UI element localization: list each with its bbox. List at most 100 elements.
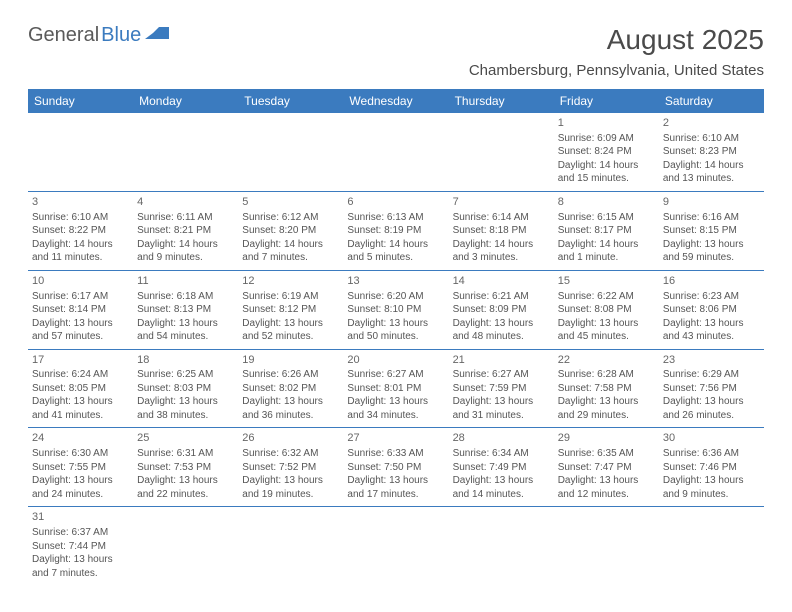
calendar-day-cell: 10Sunrise: 6:17 AMSunset: 8:14 PMDayligh… [28,270,133,349]
calendar-week-row: 24Sunrise: 6:30 AMSunset: 7:55 PMDayligh… [28,428,764,507]
sunset-text: Sunset: 8:15 PM [663,224,760,238]
logo: General Blue [28,24,171,47]
daylight-text: and 7 minutes. [32,567,129,581]
calendar-empty-cell [659,507,764,585]
sunrise-text: Sunrise: 6:29 AM [663,368,760,382]
calendar-empty-cell [449,113,554,191]
calendar-day-cell: 8Sunrise: 6:15 AMSunset: 8:17 PMDaylight… [554,191,659,270]
calendar-day-cell: 15Sunrise: 6:22 AMSunset: 8:08 PMDayligh… [554,270,659,349]
daylight-text: Daylight: 13 hours [32,553,129,567]
day-number: 3 [32,195,129,210]
daylight-text: and 24 minutes. [32,488,129,502]
day-number: 25 [137,431,234,446]
sunrise-text: Sunrise: 6:30 AM [32,447,129,461]
calendar-week-row: 3Sunrise: 6:10 AMSunset: 8:22 PMDaylight… [28,191,764,270]
daylight-text: and 43 minutes. [663,330,760,344]
sunset-text: Sunset: 7:55 PM [32,461,129,475]
calendar-empty-cell [554,507,659,585]
sunset-text: Sunset: 7:49 PM [453,461,550,475]
calendar-week-row: 10Sunrise: 6:17 AMSunset: 8:14 PMDayligh… [28,270,764,349]
calendar-day-cell: 16Sunrise: 6:23 AMSunset: 8:06 PMDayligh… [659,270,764,349]
logo-text-2: Blue [101,24,141,47]
day-number: 1 [558,116,655,131]
calendar-day-cell: 28Sunrise: 6:34 AMSunset: 7:49 PMDayligh… [449,428,554,507]
daylight-text: Daylight: 14 hours [663,159,760,173]
daylight-text: Daylight: 13 hours [663,317,760,331]
calendar-day-cell: 21Sunrise: 6:27 AMSunset: 7:59 PMDayligh… [449,349,554,428]
daylight-text: Daylight: 14 hours [558,159,655,173]
sunset-text: Sunset: 8:02 PM [242,382,339,396]
calendar-day-cell: 26Sunrise: 6:32 AMSunset: 7:52 PMDayligh… [238,428,343,507]
day-number: 17 [32,353,129,368]
calendar-day-cell: 12Sunrise: 6:19 AMSunset: 8:12 PMDayligh… [238,270,343,349]
sunrise-text: Sunrise: 6:37 AM [32,526,129,540]
calendar-day-cell: 1Sunrise: 6:09 AMSunset: 8:24 PMDaylight… [554,113,659,191]
day-number: 22 [558,353,655,368]
day-number: 26 [242,431,339,446]
calendar-day-cell: 18Sunrise: 6:25 AMSunset: 8:03 PMDayligh… [133,349,238,428]
sunrise-text: Sunrise: 6:28 AM [558,368,655,382]
daylight-text: Daylight: 14 hours [453,238,550,252]
calendar-day-cell: 25Sunrise: 6:31 AMSunset: 7:53 PMDayligh… [133,428,238,507]
sunrise-text: Sunrise: 6:32 AM [242,447,339,461]
daylight-text: and 15 minutes. [558,172,655,186]
sunrise-text: Sunrise: 6:17 AM [32,290,129,304]
sunset-text: Sunset: 7:58 PM [558,382,655,396]
day-number: 19 [242,353,339,368]
daylight-text: and 13 minutes. [663,172,760,186]
sunset-text: Sunset: 7:59 PM [453,382,550,396]
daylight-text: and 59 minutes. [663,251,760,265]
sunrise-text: Sunrise: 6:27 AM [453,368,550,382]
sunset-text: Sunset: 8:06 PM [663,303,760,317]
calendar-empty-cell [343,113,448,191]
sunrise-text: Sunrise: 6:35 AM [558,447,655,461]
day-number: 23 [663,353,760,368]
day-number: 20 [347,353,444,368]
sunrise-text: Sunrise: 6:19 AM [242,290,339,304]
calendar-empty-cell [28,113,133,191]
daylight-text: and 31 minutes. [453,409,550,423]
sunrise-text: Sunrise: 6:20 AM [347,290,444,304]
daylight-text: Daylight: 13 hours [558,474,655,488]
daylight-text: and 17 minutes. [347,488,444,502]
location-subtitle: Chambersburg, Pennsylvania, United State… [469,62,764,79]
daylight-text: Daylight: 13 hours [663,474,760,488]
day-number: 4 [137,195,234,210]
weekday-header: Tuesday [238,89,343,113]
daylight-text: Daylight: 13 hours [32,317,129,331]
calendar-day-cell: 6Sunrise: 6:13 AMSunset: 8:19 PMDaylight… [343,191,448,270]
sunset-text: Sunset: 7:44 PM [32,540,129,554]
sunset-text: Sunset: 8:23 PM [663,145,760,159]
daylight-text: Daylight: 13 hours [137,395,234,409]
sunset-text: Sunset: 8:12 PM [242,303,339,317]
calendar-day-cell: 27Sunrise: 6:33 AMSunset: 7:50 PMDayligh… [343,428,448,507]
calendar-empty-cell [238,113,343,191]
sunrise-text: Sunrise: 6:33 AM [347,447,444,461]
calendar-week-row: 1Sunrise: 6:09 AMSunset: 8:24 PMDaylight… [28,113,764,191]
header: General Blue August 2025 Chambersburg, P… [28,24,764,79]
calendar-day-cell: 22Sunrise: 6:28 AMSunset: 7:58 PMDayligh… [554,349,659,428]
day-number: 6 [347,195,444,210]
daylight-text: Daylight: 13 hours [347,317,444,331]
daylight-text: and 45 minutes. [558,330,655,344]
sunrise-text: Sunrise: 6:36 AM [663,447,760,461]
daylight-text: Daylight: 13 hours [663,238,760,252]
daylight-text: Daylight: 13 hours [137,474,234,488]
calendar-day-cell: 23Sunrise: 6:29 AMSunset: 7:56 PMDayligh… [659,349,764,428]
daylight-text: Daylight: 13 hours [242,395,339,409]
daylight-text: and 9 minutes. [137,251,234,265]
calendar-day-cell: 19Sunrise: 6:26 AMSunset: 8:02 PMDayligh… [238,349,343,428]
calendar-day-cell: 3Sunrise: 6:10 AMSunset: 8:22 PMDaylight… [28,191,133,270]
daylight-text: and 52 minutes. [242,330,339,344]
sunrise-text: Sunrise: 6:13 AM [347,211,444,225]
day-number: 31 [32,510,129,525]
day-number: 15 [558,274,655,289]
sunrise-text: Sunrise: 6:25 AM [137,368,234,382]
daylight-text: and 41 minutes. [32,409,129,423]
calendar-header-row: SundayMondayTuesdayWednesdayThursdayFrid… [28,89,764,113]
calendar-week-row: 31Sunrise: 6:37 AMSunset: 7:44 PMDayligh… [28,507,764,585]
calendar-day-cell: 2Sunrise: 6:10 AMSunset: 8:23 PMDaylight… [659,113,764,191]
weekday-header: Thursday [449,89,554,113]
day-number: 30 [663,431,760,446]
calendar-day-cell: 5Sunrise: 6:12 AMSunset: 8:20 PMDaylight… [238,191,343,270]
